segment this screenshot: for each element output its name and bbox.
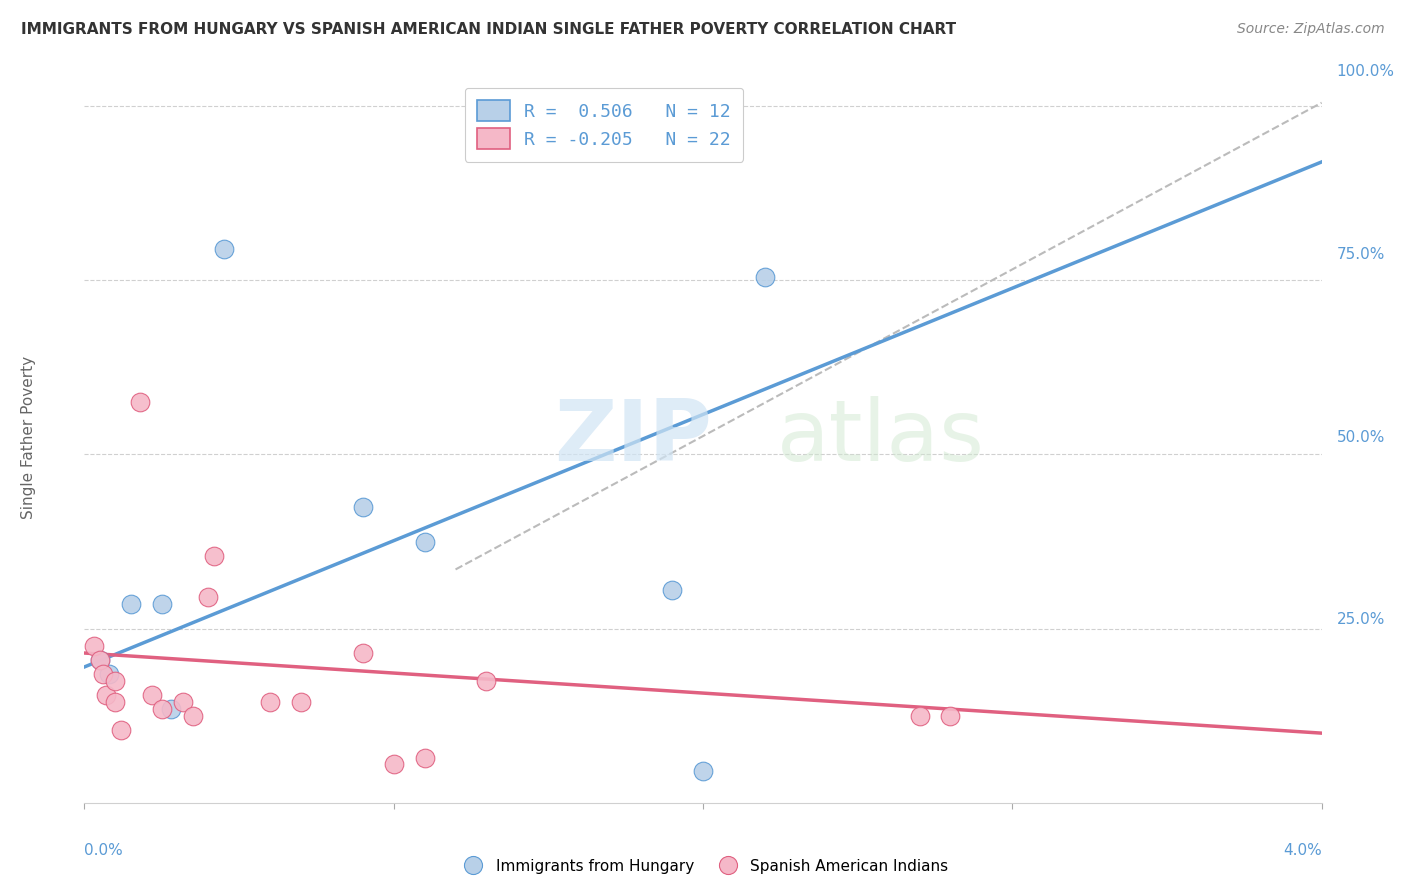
Point xyxy=(129,395,152,409)
Point xyxy=(413,534,436,549)
Text: IMMIGRANTS FROM HUNGARY VS SPANISH AMERICAN INDIAN SINGLE FATHER POVERTY CORRELA: IMMIGRANTS FROM HUNGARY VS SPANISH AMERI… xyxy=(21,22,956,37)
Point xyxy=(290,695,312,709)
Text: atlas: atlas xyxy=(778,395,986,479)
Point xyxy=(181,708,204,723)
Point xyxy=(661,583,683,598)
Point xyxy=(692,764,714,779)
Point xyxy=(110,723,132,737)
Point xyxy=(212,242,235,256)
Point xyxy=(91,667,114,681)
Text: Single Father Poverty: Single Father Poverty xyxy=(21,356,37,518)
Text: 4.0%: 4.0% xyxy=(1282,843,1322,858)
Legend: Immigrants from Hungary, Spanish American Indians: Immigrants from Hungary, Spanish America… xyxy=(451,853,955,880)
Point xyxy=(352,646,374,660)
Text: 100.0%: 100.0% xyxy=(1337,64,1395,78)
Point xyxy=(413,750,436,764)
Point xyxy=(352,500,374,514)
Point xyxy=(89,653,111,667)
Point xyxy=(172,695,194,709)
Point xyxy=(382,757,405,772)
Text: 25.0%: 25.0% xyxy=(1337,613,1385,627)
Text: 75.0%: 75.0% xyxy=(1337,247,1385,261)
Point xyxy=(939,708,962,723)
Text: Source: ZipAtlas.com: Source: ZipAtlas.com xyxy=(1237,22,1385,37)
Point xyxy=(89,653,111,667)
Point xyxy=(120,597,142,611)
Legend: R =  0.506   N = 12, R = -0.205   N = 22: R = 0.506 N = 12, R = -0.205 N = 22 xyxy=(464,87,744,162)
Point xyxy=(160,702,183,716)
Point xyxy=(202,549,225,563)
Text: 50.0%: 50.0% xyxy=(1337,430,1385,444)
Point xyxy=(475,673,498,688)
Text: ZIP: ZIP xyxy=(554,395,713,479)
Point xyxy=(150,597,173,611)
Point xyxy=(104,673,127,688)
Point xyxy=(150,702,173,716)
Text: 0.0%: 0.0% xyxy=(84,843,124,858)
Point xyxy=(568,103,591,117)
Point xyxy=(141,688,163,702)
Point xyxy=(259,695,281,709)
Point xyxy=(104,695,127,709)
Point xyxy=(98,667,121,681)
Point xyxy=(94,688,117,702)
Point xyxy=(197,591,219,605)
Point xyxy=(908,708,931,723)
Point xyxy=(83,639,105,653)
Point xyxy=(754,269,776,284)
